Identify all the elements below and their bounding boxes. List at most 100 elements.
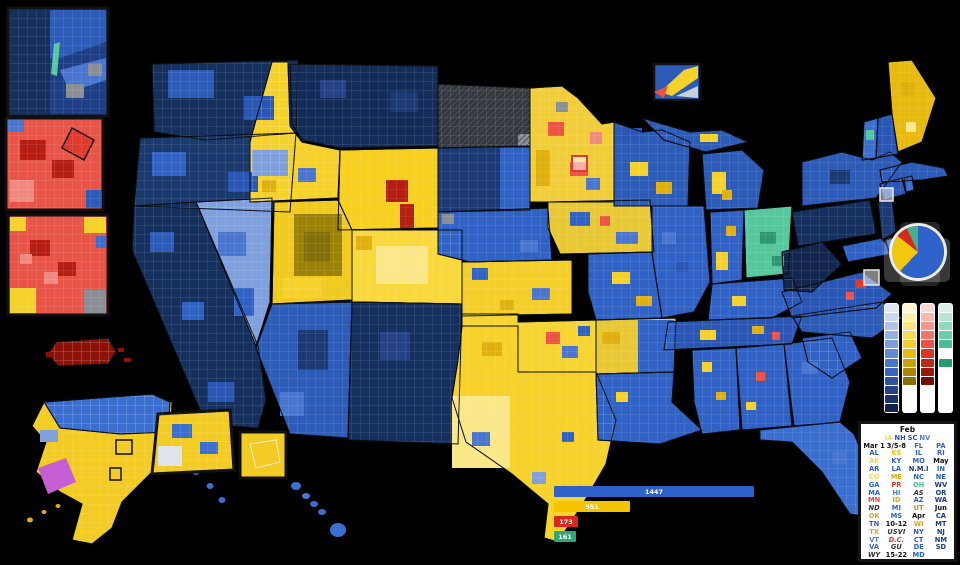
calendar-state: PA [936,441,946,450]
calendar-state: MA [868,488,881,497]
calendar-state: ID [892,496,901,505]
calendar-state: MI [891,504,901,513]
calendar-feb-states: IA NH SC NV [863,434,952,443]
inset-anchorage [150,408,236,476]
legend-swatch [903,349,916,358]
inset-marker-kenai [109,467,122,481]
inset-minneapolis [6,213,110,317]
calendar-date-label: 15-22 [885,551,908,560]
calendar-state: NE [935,472,946,481]
legend-swatch [939,404,952,413]
legend-swatch [885,385,898,394]
legend-swatch [903,313,916,322]
legend-swatch [885,331,898,340]
calendar-state: NH [894,434,906,442]
inset-marker-dc [863,269,880,286]
legend-swatch [903,367,916,376]
calendar-state: AK [868,457,880,466]
calendar-date-label: Apr [911,512,926,521]
calendar-state: IL [915,449,922,458]
calendar-state: MS [890,512,903,521]
legend-swatch [921,313,934,322]
calendar-column: 3/5-8 KS KY LA ME PR HI ID MI MS 10-12 USVI D.C. GU 15… [885,442,908,561]
legend-swatch [885,349,898,358]
legend-swatch [885,376,898,385]
legend-swatch [939,340,952,349]
delegate-count-label: 551 [585,502,599,511]
calendar-state: NJ [936,527,945,536]
calendar-state: UT [913,504,924,513]
legend-swatch [885,313,898,322]
calendar-column: Mar 1 AL AK AR CO GA MA MN ND OK TN TX VT VA WY [863,442,885,561]
calendar-state: KS [891,449,902,458]
calendar-date-label: May [933,457,949,466]
legend-swatch [903,331,916,340]
calendar-state: AR [868,465,880,474]
calendar-state: NV [919,434,931,442]
calendar-state: IA [884,434,893,442]
inset-dc-area [4,116,105,212]
calendar-date-label: PR [891,480,902,489]
calendar-state: MD [912,551,925,560]
inset-kenai [238,430,288,480]
legend-swatch [903,340,916,349]
primary-calendar: Feb IA NH SC NV Mar 1 AL AK AR CO GA MA MN ND OK TN TX… [858,421,957,562]
calendar-state: NC [913,472,924,481]
calendar-state: MO [912,457,925,466]
calendar-state: NM [934,535,947,544]
delegate-count-label: 1447 [644,487,664,496]
legend-teal-shades [938,303,953,414]
legend-swatch [939,331,952,340]
calendar-state: KY [891,457,902,466]
calendar-state: OH [912,480,925,489]
legend-swatch [921,376,934,385]
legend-swatch [903,322,916,331]
calendar-state: ND [868,504,880,513]
legend-swatch [939,313,952,322]
legend-swatch [939,385,952,394]
calendar-state: WA [934,496,947,505]
calendar-state: AL [869,449,879,458]
calendar-state: USVI [887,527,906,536]
calendar-state: WV [934,480,948,489]
calendar-column: FL IL MO N.M.I NC OH AS AZ UT Apr WI NY CT DE MD [908,441,930,561]
calendar-state: OK [868,512,880,521]
calendar-state: D.C. [888,535,905,544]
calendar-state: NY [913,527,924,536]
calendar-state: FL [914,441,924,450]
calendar-state: LA [891,465,902,474]
calendar-state: AS [913,488,924,497]
delegate-count-label: 161 [558,532,572,541]
delegate-bar: 1447 [554,486,754,497]
shade-legend [884,303,953,414]
calendar-grid: Mar 1 AL AK AR CO GA MA MN ND OK TN TX VT VA WY 3/5-8 KS… [863,441,952,561]
calendar-state: RI [937,449,945,458]
legend-swatch [903,404,916,413]
legend-swatch [885,304,898,313]
legend-swatch [921,358,934,367]
legend-swatch [939,349,952,358]
calendar-state: VA [869,543,880,552]
calendar-date-label: 10-12 [885,519,908,528]
legend-swatch [921,404,934,413]
legend-swatch [885,404,898,413]
legend-swatch [903,394,916,404]
legend-swatch [921,367,934,376]
inset-nyc [6,6,110,118]
legend-swatch [885,340,898,349]
legend-yellow-shades [902,303,917,414]
legend-swatch [903,385,916,394]
calendar-date-label: Jun [934,504,947,513]
legend-swatch [939,367,952,376]
calendar-state: GA [868,480,880,489]
puerto-rico-islets [46,338,131,366]
legend-swatch [921,385,934,394]
legend-swatch [903,376,916,385]
inset-mn-arrowhead [652,62,702,102]
calendar-state: CO [868,472,880,481]
legend-swatch [903,358,916,367]
legend-swatch [939,394,952,404]
inset-marker-minneapolis [571,155,588,172]
